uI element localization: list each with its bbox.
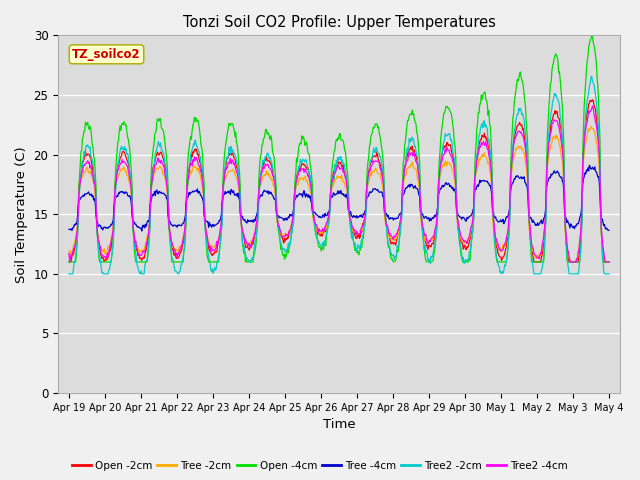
Open -4cm xyxy=(589,33,596,38)
Tree2 -4cm xyxy=(131,233,138,239)
Open -2cm xyxy=(404,148,412,154)
Tree -4cm xyxy=(138,228,146,234)
Line: Tree -4cm: Tree -4cm xyxy=(69,165,609,231)
Open -2cm xyxy=(214,241,221,247)
Open -2cm xyxy=(75,189,83,195)
Tree2 -4cm xyxy=(589,103,596,109)
Open -4cm xyxy=(420,245,428,251)
Tree -2cm xyxy=(131,236,138,242)
Text: TZ_soilco2: TZ_soilco2 xyxy=(72,48,141,61)
Tree -4cm xyxy=(131,219,138,225)
Tree -2cm xyxy=(75,192,83,198)
Tree -2cm xyxy=(605,259,613,265)
Tree2 -2cm xyxy=(605,271,613,277)
Tree -2cm xyxy=(420,231,428,237)
Open -2cm xyxy=(605,259,613,265)
Line: Tree2 -2cm: Tree2 -2cm xyxy=(69,76,609,274)
Tree -4cm xyxy=(65,227,73,232)
Line: Tree2 -4cm: Tree2 -4cm xyxy=(69,106,609,262)
Tree -2cm xyxy=(567,259,575,265)
Tree -4cm xyxy=(421,214,429,220)
Tree2 -2cm xyxy=(420,247,428,252)
Tree -4cm xyxy=(186,192,194,197)
Line: Tree -2cm: Tree -2cm xyxy=(69,126,609,262)
Title: Tonzi Soil CO2 Profile: Upper Temperatures: Tonzi Soil CO2 Profile: Upper Temperatur… xyxy=(182,15,495,30)
Tree -4cm xyxy=(605,228,613,233)
Open -4cm xyxy=(75,188,83,194)
Tree2 -2cm xyxy=(214,259,221,265)
Open -2cm xyxy=(186,166,193,171)
Open -2cm xyxy=(589,97,596,103)
Open -4cm xyxy=(214,259,221,265)
Line: Open -4cm: Open -4cm xyxy=(69,36,609,262)
Tree2 -4cm xyxy=(605,259,613,265)
Tree -4cm xyxy=(586,162,593,168)
Open -4cm xyxy=(131,247,138,252)
Tree2 -2cm xyxy=(75,205,83,211)
Open -2cm xyxy=(131,234,138,240)
Tree -2cm xyxy=(587,123,595,129)
Tree -2cm xyxy=(214,237,221,243)
Line: Open -2cm: Open -2cm xyxy=(69,100,609,262)
Tree2 -4cm xyxy=(186,169,193,175)
Tree -4cm xyxy=(214,220,222,226)
Tree -4cm xyxy=(405,182,413,188)
Tree2 -4cm xyxy=(65,251,73,256)
Tree2 -4cm xyxy=(75,193,83,199)
Open -4cm xyxy=(186,145,193,151)
Tree2 -2cm xyxy=(588,73,596,79)
Tree2 -2cm xyxy=(65,271,73,277)
Tree -2cm xyxy=(404,165,412,170)
Y-axis label: Soil Temperature (C): Soil Temperature (C) xyxy=(15,146,28,283)
Tree -4cm xyxy=(75,200,83,205)
Tree2 -4cm xyxy=(567,259,575,265)
X-axis label: Time: Time xyxy=(323,419,355,432)
Tree2 -2cm xyxy=(131,241,138,247)
Open -2cm xyxy=(420,234,428,240)
Tree -2cm xyxy=(186,175,193,181)
Tree -2cm xyxy=(65,252,73,258)
Tree2 -4cm xyxy=(214,241,221,247)
Open -2cm xyxy=(65,259,73,265)
Tree2 -2cm xyxy=(186,168,193,173)
Open -4cm xyxy=(605,259,613,265)
Tree2 -4cm xyxy=(404,153,412,159)
Legend: Open -2cm, Tree -2cm, Open -4cm, Tree -4cm, Tree2 -2cm, Tree2 -4cm: Open -2cm, Tree -2cm, Open -4cm, Tree -4… xyxy=(68,456,572,475)
Tree2 -2cm xyxy=(404,148,412,154)
Open -4cm xyxy=(65,259,73,265)
Open -4cm xyxy=(404,118,412,123)
Tree2 -4cm xyxy=(420,231,428,237)
